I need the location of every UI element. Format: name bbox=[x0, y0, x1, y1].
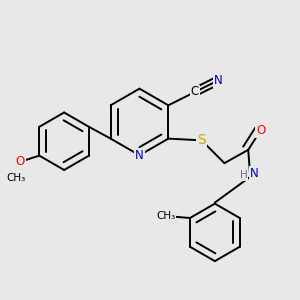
Text: C: C bbox=[191, 85, 199, 98]
Text: O: O bbox=[15, 155, 25, 168]
Text: H: H bbox=[240, 170, 248, 180]
Text: CH₃: CH₃ bbox=[7, 173, 26, 183]
Text: N: N bbox=[250, 167, 259, 180]
Text: N: N bbox=[135, 149, 144, 162]
Text: O: O bbox=[164, 210, 173, 223]
Text: N: N bbox=[214, 74, 223, 87]
Text: CH₃: CH₃ bbox=[156, 211, 175, 221]
Text: S: S bbox=[197, 134, 206, 147]
Text: O: O bbox=[256, 124, 265, 137]
